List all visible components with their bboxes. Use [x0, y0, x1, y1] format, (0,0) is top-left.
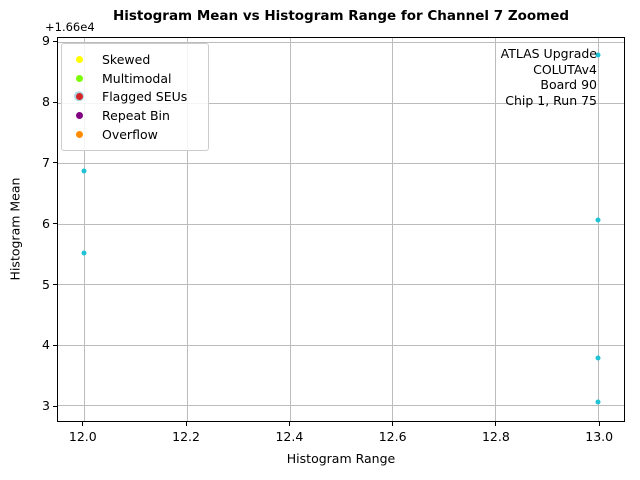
- y-tick-label: 8: [42, 94, 50, 110]
- y-gridline: [58, 284, 624, 286]
- y-tick-mark: [53, 101, 57, 103]
- legend-item: Skewed: [66, 50, 202, 69]
- y-tick-label: 5: [42, 276, 50, 292]
- y-tick-label: 3: [42, 398, 50, 414]
- y-tick-label: 7: [42, 154, 50, 170]
- annotation: ATLAS Upgrade COLUTAv4 Board 90 Chip 1, Run…: [501, 46, 597, 108]
- legend-item-label: Flagged SEUs: [102, 89, 188, 105]
- y-gridline: [58, 42, 624, 44]
- annotation-line: Board 90: [540, 77, 597, 93]
- x-tick-mark: [185, 422, 187, 426]
- chart-title: Histogram Mean vs Histogram Range for Ch…: [112, 8, 570, 24]
- legend-item-label: Overflow: [102, 127, 158, 143]
- x-tick-mark: [82, 422, 84, 426]
- data-point: [595, 355, 601, 361]
- legend-marker-dot-icon: [75, 55, 83, 63]
- legend-marker-dot-icon: [75, 93, 83, 101]
- x-tick-mark: [598, 422, 600, 426]
- y-gridline: [58, 344, 624, 346]
- y-tick-mark: [53, 344, 57, 346]
- x-tick-label: 13.0: [585, 429, 614, 444]
- y-tick-mark: [53, 405, 57, 407]
- legend-marker-dot-icon: [75, 74, 83, 82]
- y-tick-mark: [53, 284, 57, 286]
- legend-item-label: Skewed: [102, 51, 151, 67]
- x-gridline: [495, 38, 497, 421]
- y-gridline: [58, 405, 624, 407]
- x-tick-label: 12.4: [275, 429, 304, 444]
- annotation-line: COLUTAv4: [533, 61, 597, 77]
- y-tick-label: 9: [42, 33, 50, 49]
- x-tick-mark: [392, 422, 394, 426]
- data-point: [81, 250, 87, 256]
- legend-item: Repeat Bin: [66, 106, 202, 125]
- legend-marker: [66, 110, 92, 122]
- y-gridline: [58, 102, 624, 104]
- data-point: [595, 399, 601, 405]
- y-tick-label: 6: [42, 215, 50, 231]
- legend: Skewed Multimodal Flagged SEUs Repeat Bin Ov…: [61, 43, 209, 151]
- y-tick-label: 4: [42, 337, 50, 353]
- legend-marker: [66, 129, 92, 141]
- x-tick-label: 12.0: [68, 429, 97, 444]
- x-gridline: [289, 38, 291, 421]
- y-axis-label: Histogram Mean: [7, 177, 23, 281]
- y-gridline: [58, 163, 624, 165]
- x-tick-label: 12.6: [378, 429, 407, 444]
- legend-item: Flagged SEUs: [66, 88, 202, 107]
- x-tick-mark: [495, 422, 497, 426]
- x-axis-label: Histogram Range: [286, 451, 396, 466]
- legend-item-label: Repeat Bin: [102, 108, 170, 124]
- data-point: [595, 52, 601, 58]
- y-tick-mark: [53, 162, 57, 164]
- legend-item: Overflow: [66, 125, 202, 144]
- y-tick-mark: [53, 223, 57, 225]
- y-tick-mark: [53, 40, 57, 42]
- legend-marker: [66, 91, 92, 103]
- legend-marker: [66, 72, 92, 84]
- annotation-line: Chip 1, Run 75: [505, 92, 597, 108]
- x-gridline: [83, 38, 85, 421]
- legend-marker-dot-icon: [75, 131, 83, 139]
- annotation-line: ATLAS Upgrade: [500, 46, 597, 61]
- x-gridline: [186, 38, 188, 421]
- data-point: [81, 168, 87, 174]
- x-tick-label: 12.2: [172, 429, 200, 444]
- x-tick-label: 12.8: [481, 429, 510, 444]
- y-gridline: [58, 223, 624, 225]
- y-axis-offset-label: +1.66e4: [45, 20, 95, 34]
- x-gridline: [598, 38, 600, 421]
- legend-marker: [66, 53, 92, 65]
- data-point: [595, 217, 601, 223]
- plot-area: Skewed Multimodal Flagged SEUs Repeat Bin Ov…: [57, 37, 625, 422]
- legend-item-label: Multimodal: [102, 70, 172, 86]
- legend-item: Multimodal: [66, 69, 202, 88]
- x-tick-mark: [288, 422, 290, 426]
- legend-marker-dot-icon: [75, 112, 83, 120]
- x-gridline: [392, 38, 394, 421]
